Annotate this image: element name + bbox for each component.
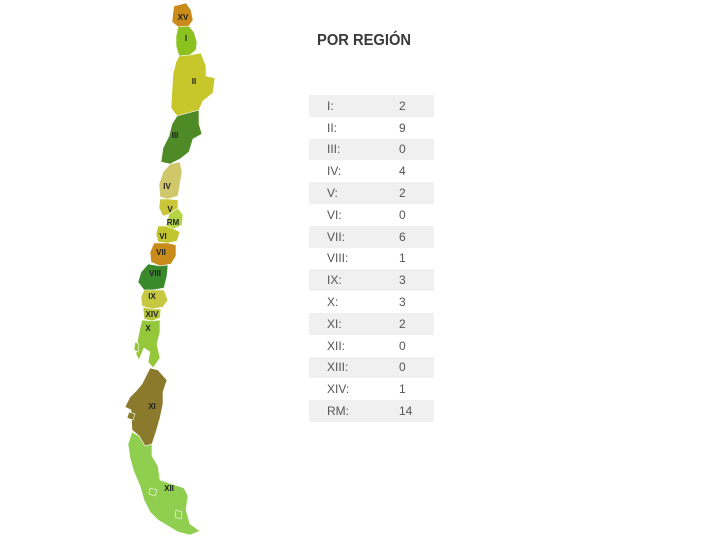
map-label-ix: IX <box>148 292 156 301</box>
region-count: 9 <box>399 120 406 135</box>
region-code: VII: <box>327 229 346 244</box>
chile-regions-map: XV I II III IV V RM VI VII VIII IX XIV X… <box>124 2 216 536</box>
map-label-vi: VI <box>159 232 167 241</box>
region-count: 1 <box>399 251 406 266</box>
region-count: 1 <box>399 382 406 397</box>
region-count: 6 <box>399 229 406 244</box>
island <box>126 411 136 421</box>
table-row: IV: 4 <box>309 160 434 183</box>
island <box>133 341 140 353</box>
map-label-ii: II <box>192 77 196 86</box>
table-row: VII: 6 <box>309 225 434 248</box>
region-code: XII: <box>327 338 346 353</box>
region-count: 2 <box>399 98 406 113</box>
table-row: XIII: 0 <box>309 356 434 379</box>
region-count: 14 <box>399 404 413 419</box>
island <box>174 509 183 520</box>
region-xii[interactable] <box>127 431 201 536</box>
region-code: XIII: <box>327 360 349 375</box>
region-count: 0 <box>399 142 406 157</box>
region-code: III: <box>327 142 341 157</box>
region-xiv[interactable] <box>142 306 162 322</box>
table-row: XIV: 1 <box>309 378 434 401</box>
region-count: 2 <box>399 186 406 201</box>
table-row: IX: 3 <box>309 269 434 292</box>
region-count: 3 <box>399 273 406 288</box>
map-label-xi: XI <box>148 402 156 411</box>
table-row: XII: 0 <box>309 334 434 357</box>
region-ii[interactable] <box>170 52 216 117</box>
region-code: VI: <box>327 207 342 222</box>
region-code: IX: <box>327 273 342 288</box>
region-count: 0 <box>399 360 406 375</box>
map-label-xv: XV <box>178 13 189 22</box>
table-row: I: 2 <box>309 95 434 117</box>
map-label-i: I <box>185 34 187 43</box>
region-count: 3 <box>399 295 406 310</box>
region-code: V: <box>327 186 338 201</box>
region-count: 0 <box>399 207 406 222</box>
table-row: V: 2 <box>309 182 434 204</box>
map-label-xii: XII <box>164 484 174 493</box>
map-label-v: V <box>167 205 173 214</box>
region-i[interactable] <box>175 25 198 57</box>
region-iv[interactable] <box>158 161 183 200</box>
table-row: VI: 0 <box>309 203 434 226</box>
map-label-x: X <box>145 324 151 333</box>
region-code: II: <box>327 120 338 135</box>
region-viii[interactable] <box>137 263 169 291</box>
map-label-iii: III <box>172 131 179 140</box>
map-label-viii: VIII <box>149 269 161 278</box>
region-code: VIII: <box>327 251 349 266</box>
region-code: RM: <box>327 404 349 419</box>
region-count: 2 <box>399 316 406 331</box>
map-label-vii: VII <box>156 248 166 257</box>
region-count-table: I: 2 II: 9 III: 0 IV: 4 V: 2 VI: 0 VII: … <box>309 95 434 422</box>
page-title: POR REGIÓN <box>317 32 412 49</box>
table-row: II: 9 <box>309 116 434 139</box>
table-row: XI: 2 <box>309 312 434 335</box>
map-label-xiv: XIV <box>146 310 160 319</box>
table-row: III: 0 <box>309 138 434 161</box>
region-iii[interactable] <box>160 109 203 165</box>
table-row: VIII: 1 <box>309 247 434 270</box>
region-code: I: <box>327 98 334 113</box>
region-count: 0 <box>399 338 406 353</box>
region-count: 4 <box>399 164 406 179</box>
region-vi[interactable] <box>155 225 181 244</box>
region-ix[interactable] <box>140 289 169 310</box>
table-row: RM: 14 <box>309 400 434 422</box>
table-row: X: 3 <box>309 291 434 313</box>
region-vii[interactable] <box>149 242 177 267</box>
region-code: X: <box>327 295 339 310</box>
region-code: XIV: <box>327 382 350 397</box>
region-code: IV: <box>327 164 342 179</box>
island <box>148 487 158 497</box>
map-label-iv: IV <box>163 182 171 191</box>
map-label-rm: RM <box>167 218 180 227</box>
region-code: XI: <box>327 316 342 331</box>
